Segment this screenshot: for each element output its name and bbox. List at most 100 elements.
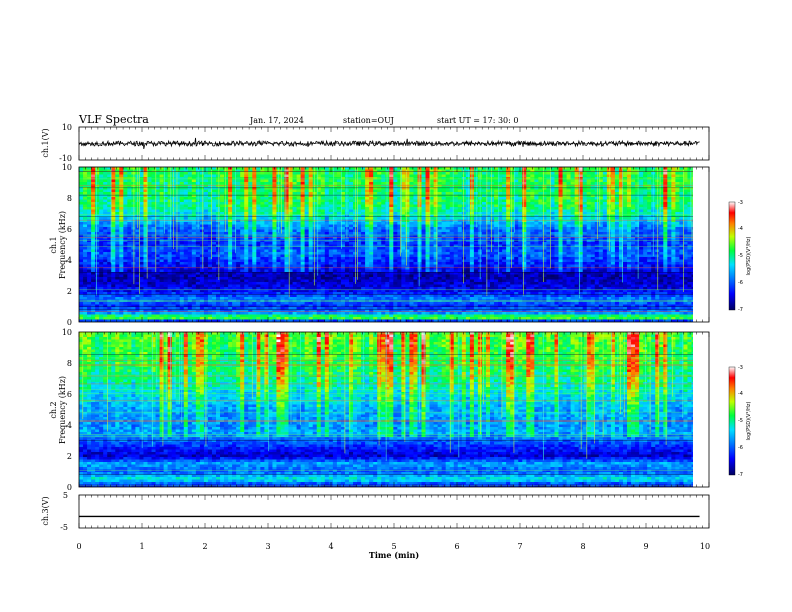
spectrogram-cell	[594, 192, 600, 195]
spectrogram-cell	[687, 229, 692, 233]
spectrogram-cell	[373, 187, 378, 190]
spectrogram-cell	[308, 222, 314, 225]
spectrogram-cell	[151, 182, 156, 185]
spectrogram-cell	[679, 179, 684, 183]
spectrogram-cell	[671, 244, 676, 248]
spectrogram-cell	[530, 177, 535, 180]
date-label: Jan. 17, 2024	[249, 116, 304, 125]
spectrogram-cell	[409, 197, 414, 200]
spectrogram-cell	[361, 242, 366, 245]
spectrogram-cell	[79, 207, 84, 210]
spectrogram-cell	[393, 177, 398, 180]
spectrogram-cell	[441, 204, 446, 208]
spectrogram-cell	[594, 202, 600, 205]
spectrogram-cell	[671, 167, 676, 170]
spectrogram-cell	[135, 232, 140, 235]
spectrogram-cell	[373, 234, 378, 238]
spectrogram-cell	[183, 197, 189, 200]
spectrogram-cell	[490, 217, 495, 220]
spectrogram-cell	[618, 212, 624, 215]
spectrogram-cell	[639, 227, 644, 230]
spectrogram-cell	[139, 172, 144, 175]
spectrogram-cell	[498, 202, 503, 205]
spectrogram-cell	[610, 204, 616, 208]
spectrogram-cell	[510, 209, 515, 213]
spectrogram-cell	[280, 192, 285, 195]
spectrogram-cell	[135, 247, 140, 250]
spectrogram-cell	[566, 169, 571, 173]
spectrogram-cell	[578, 222, 583, 225]
spectrogram-cell	[284, 217, 289, 220]
spectrogram-cell	[518, 179, 523, 183]
spectrogram-cell	[485, 214, 491, 218]
spectrogram-cell	[385, 192, 390, 195]
spectrogram-cell	[494, 199, 499, 203]
spectrogram-cell	[300, 204, 305, 208]
spectrogram-cell	[236, 174, 241, 178]
spectrogram-cell	[558, 229, 563, 233]
spectrogram-cell	[594, 207, 600, 210]
spectrogram-cell	[211, 224, 217, 228]
spectrogram-cell	[87, 229, 92, 233]
spectrogram-cell	[465, 214, 471, 218]
spectrogram-cell	[296, 222, 301, 225]
spectrogram-cell	[224, 247, 229, 250]
spectrogram-cell	[232, 232, 237, 235]
spectrogram-cell	[171, 172, 177, 175]
spectrogram-cell	[538, 214, 543, 218]
spectrogram-cell	[179, 214, 185, 218]
spectrogram-cell	[308, 234, 314, 238]
spectrogram-cell	[260, 237, 265, 240]
spectrogram-cell	[538, 207, 543, 210]
spectrogram-cell	[147, 172, 152, 175]
spectrogram-cell	[498, 167, 503, 170]
spectrogram-cell	[320, 222, 326, 225]
spectrogram-cell	[340, 244, 346, 248]
spectrogram-cell	[240, 222, 245, 225]
spectrogram-cell	[574, 209, 579, 213]
spectrogram-cell	[687, 192, 692, 195]
spectrogram-cell	[417, 194, 422, 198]
spectrogram-cell	[228, 209, 233, 213]
spectrogram-cell	[696, 242, 700, 245]
spectrogram-cell	[663, 224, 668, 228]
spectrogram-cell	[95, 199, 100, 203]
spectrogram-cell	[87, 219, 92, 223]
spectrogram-cell	[280, 234, 285, 238]
spectrogram-cell	[602, 167, 608, 170]
spectrogram-cell	[417, 172, 422, 175]
spectrogram-cell	[373, 189, 378, 193]
spectrogram-cell	[437, 224, 442, 228]
spectrogram-cell	[457, 174, 463, 178]
spectrogram-cell	[111, 229, 116, 233]
spectrogram-cell	[546, 224, 551, 228]
spectrogram-cell	[659, 219, 664, 223]
spectrogram-cell	[675, 239, 680, 243]
spectrogram-cell	[514, 217, 519, 220]
spectrogram-cell	[449, 192, 455, 195]
spectrogram-cell	[123, 234, 128, 238]
spectrogram-cell	[268, 179, 273, 183]
spectrogram-cell	[167, 209, 172, 213]
spectrogram-cell	[357, 222, 362, 225]
spectrogram-cell	[304, 207, 309, 210]
spectrogram-cell	[159, 167, 164, 170]
spectrogram-cell	[554, 167, 559, 170]
spectrogram-cell	[361, 192, 366, 195]
spectrogram-cell	[465, 239, 471, 243]
spectrogram-cell	[570, 197, 575, 200]
spectrogram-cell	[566, 202, 571, 205]
spectrogram-cell	[590, 167, 596, 170]
spectrogram-cell	[135, 229, 140, 233]
spectrogram-cell	[562, 224, 567, 228]
spectrogram-cell	[433, 167, 438, 170]
spectrogram-cell	[667, 219, 672, 223]
spectrogram-cell	[498, 234, 503, 238]
spectrogram-cell	[453, 244, 459, 248]
spectrogram-cell	[320, 244, 326, 248]
spectrogram-cell	[191, 222, 197, 225]
spectrogram-cell	[498, 237, 503, 240]
spectrogram-cell	[401, 202, 406, 205]
spectrogram-cell	[207, 174, 213, 178]
spectrogram-cell	[296, 217, 301, 220]
